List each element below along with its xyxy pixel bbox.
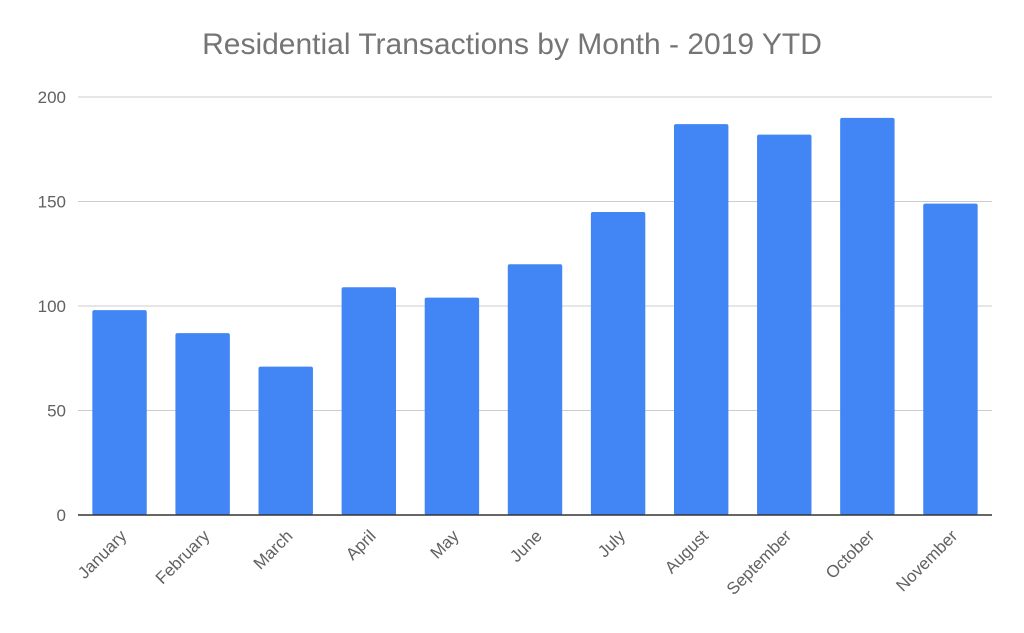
bar-october: [840, 117, 895, 516]
bar-january: [92, 310, 147, 515]
y-tick-label-200: 200: [38, 88, 66, 107]
bar-july: [590, 211, 646, 515]
x-tick-label-january: January: [74, 526, 131, 583]
bar-september: [757, 134, 812, 515]
y-tick-label-100: 100: [38, 297, 66, 316]
bar-may: [424, 297, 480, 515]
x-tick-label-february: February: [152, 526, 214, 588]
bars: [92, 117, 978, 516]
bar-august: [673, 124, 729, 516]
y-tick-label-150: 150: [38, 193, 66, 212]
x-axis-category-labels: January February March April May June July Augu…: [74, 526, 961, 599]
x-tick-label-august: August: [661, 526, 712, 577]
x-tick-label-november: November: [892, 526, 961, 595]
y-tick-label-0: 0: [57, 506, 66, 525]
x-tick-label-september: September: [723, 526, 795, 598]
bar-february: [175, 333, 230, 515]
y-tick-label-50: 50: [47, 402, 66, 421]
x-tick-label-october: October: [822, 526, 878, 582]
y-axis-tick-labels: 0 50 100 150 200: [38, 88, 66, 525]
x-tick-label-april: April: [342, 526, 379, 563]
bar-march: [258, 366, 313, 515]
x-tick-label-june: June: [506, 526, 546, 566]
x-tick-label-july: July: [594, 526, 629, 561]
bar-june: [507, 264, 563, 515]
bar-april: [341, 287, 397, 515]
x-tick-label-may: May: [427, 526, 463, 562]
x-tick-label-march: March: [250, 526, 297, 573]
bar-november: [923, 203, 978, 515]
chart-title: Residential Transactions by Month - 2019…: [202, 28, 822, 61]
